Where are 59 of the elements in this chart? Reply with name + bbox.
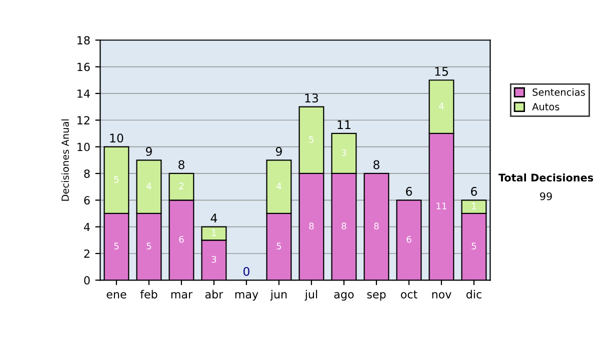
data-label: 5 — [472, 242, 476, 250]
total-label: 11 — [338, 120, 350, 130]
y-tick-label: 6 — [84, 196, 90, 205]
total-label: 6 — [406, 186, 412, 196]
total-label: 9 — [146, 146, 152, 156]
total-label: 8 — [373, 160, 380, 170]
data-label: 5 — [146, 242, 152, 250]
y-axis-title: Decisiones Anual — [61, 119, 69, 201]
data-label: 1 — [472, 202, 476, 210]
data-label: 4 — [276, 182, 282, 190]
text: Total Decisiones — [498, 173, 594, 182]
y-tick-label: 10 — [78, 142, 90, 152]
data-label: 5 — [114, 242, 119, 250]
data-label: 4 — [439, 102, 444, 110]
x-tick-label: oct — [400, 290, 418, 298]
data-label: 8 — [309, 222, 314, 230]
x-tick-label: mar — [171, 292, 193, 298]
data-label: 6 — [406, 236, 412, 243]
total-label: 10 — [110, 134, 124, 143]
y-tick-label: 0 — [84, 276, 90, 285]
total-label: 15 — [435, 67, 448, 76]
legend-label: Sentencias — [532, 88, 585, 96]
data-label: 4 — [146, 182, 152, 190]
y-tick-label: 2 — [84, 249, 90, 258]
x-tick-label: ago — [334, 292, 354, 301]
total-label: 9 — [276, 146, 282, 156]
data-label: 8 — [342, 222, 346, 230]
x-tick-label: jul — [304, 290, 318, 301]
data-label: 11 — [436, 202, 446, 210]
data-label: 1 — [212, 229, 216, 236]
y-tick-label: 12 — [78, 116, 90, 124]
x-tick-label: sep — [367, 292, 386, 301]
y-tick-label: 14 — [78, 90, 90, 98]
data-label: 3 — [342, 149, 346, 156]
data-label: 3 — [212, 256, 216, 263]
data-label: 5 — [114, 176, 119, 183]
x-tick-label: ene — [106, 292, 126, 298]
y-tick-label: 4 — [84, 222, 90, 232]
total-label: 4 — [210, 214, 218, 222]
x-tick-label: abr — [205, 290, 224, 298]
total-label: 13 — [305, 94, 318, 103]
x-tick-label: feb — [140, 290, 158, 298]
data-label: 2 — [179, 182, 184, 190]
x-tick-label: jun — [270, 290, 287, 301]
data-label: 5 — [276, 242, 282, 250]
y-tick-label: 8 — [84, 169, 90, 178]
x-tick-label: nov — [432, 292, 452, 298]
legend-label: Autos — [532, 103, 560, 110]
total-label: 0 — [243, 266, 250, 276]
total-label: 8 — [178, 160, 184, 170]
total-label: 6 — [471, 186, 477, 196]
x-tick-label: may — [235, 292, 258, 301]
y-tick-label: 18 — [78, 36, 90, 44]
x-tick-label: dic — [466, 290, 482, 298]
data-label: 6 — [179, 236, 184, 243]
y-tick-label: 16 — [78, 62, 90, 72]
text: 99 — [540, 192, 552, 200]
data-label: 5 — [309, 136, 314, 143]
data-label: 8 — [374, 222, 379, 230]
